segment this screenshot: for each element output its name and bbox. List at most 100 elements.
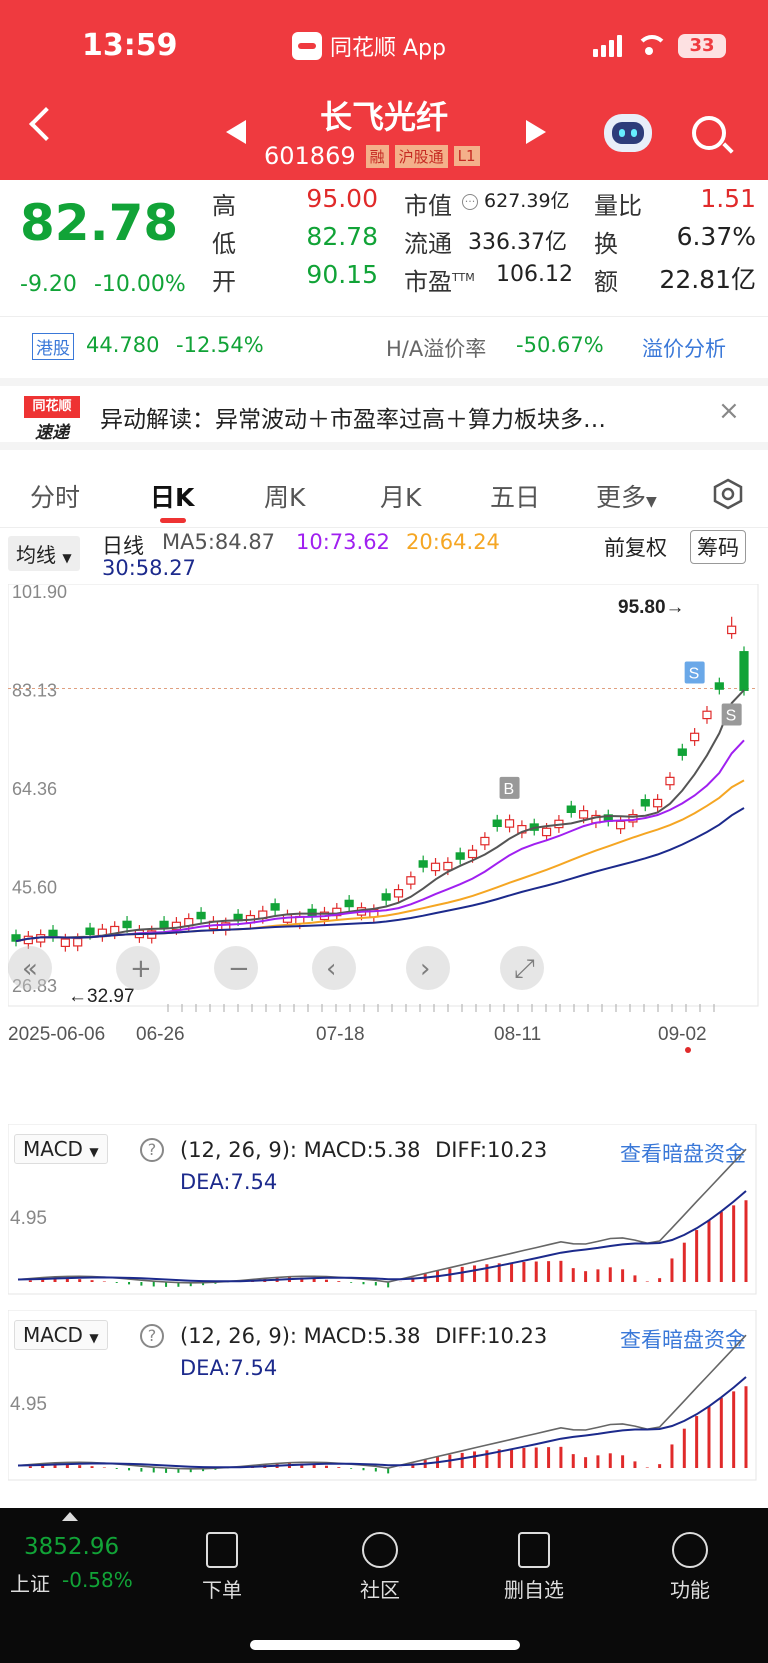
candle-body — [85, 927, 95, 936]
status-app-name: 同花顺 App — [292, 30, 446, 62]
ma-selector[interactable]: 均线 ▼ — [8, 536, 80, 571]
candle-body — [578, 810, 589, 819]
chevron-down-icon: ▼ — [89, 1331, 99, 1345]
macd-selector-2[interactable]: MACD ▼ — [14, 1320, 108, 1350]
stock-code-row: 601869 融 沪股通 L1 — [264, 142, 480, 170]
trade-marker-label: S — [689, 665, 700, 682]
search-icon[interactable] — [692, 116, 726, 150]
dark-pool-link-2[interactable]: 查看暗盘资金 — [620, 1328, 746, 1352]
candle-body — [270, 903, 280, 911]
candle-body — [677, 748, 687, 756]
x-tick-label: 2025-06-06 — [8, 1024, 105, 1045]
turnover-label: 换 — [594, 230, 618, 258]
tab-intraday[interactable]: 分时 — [30, 483, 81, 512]
nav-functions[interactable]: 功能 — [650, 1532, 730, 1603]
x-tick-label: 09-02 — [658, 1024, 707, 1045]
x-tick-label: 08-11 — [494, 1024, 541, 1045]
status-indicators: 33 — [593, 34, 726, 58]
scroll-right-icon-glyph: › — [420, 954, 430, 984]
ma5-line — [15, 689, 745, 943]
dea-line — [17, 1376, 747, 1469]
zoom-out-icon-glyph: − — [228, 954, 250, 984]
low-label: 低 — [212, 230, 236, 258]
tab-more[interactable]: 更多▼ — [596, 478, 657, 514]
float-label: 流通 — [404, 230, 452, 258]
ma10-line — [15, 739, 745, 943]
macd1-diff: DIFF:10.23 — [435, 1138, 548, 1162]
nav-community-label: 社区 — [360, 1578, 400, 1602]
zoom-in-icon[interactable] — [116, 946, 160, 990]
bottom-nav: 3852.96 上证 -0.58% 下单 社区 删自选 功能 — [0, 1508, 768, 1663]
nav-community[interactable]: 社区 — [340, 1532, 420, 1603]
next-stock-icon[interactable] — [526, 120, 546, 144]
close-icon[interactable]: × — [718, 396, 740, 426]
prev-stock-icon[interactable] — [226, 120, 246, 144]
candle-body — [307, 908, 317, 917]
hk-premium-row[interactable]: 港股 44.780 -12.54% H/A溢价率 -50.67% 溢价分析 — [0, 316, 768, 376]
macd-chart-1: 4.95 — [8, 1124, 757, 1295]
candle-body — [196, 911, 206, 920]
pe-sup: TTM — [452, 271, 475, 284]
stock-name: 长飞光纤 — [319, 98, 448, 136]
dark-pool-link-1[interactable]: 查看暗盘资金 — [620, 1142, 746, 1166]
candle-body — [60, 938, 70, 947]
help-icon[interactable]: ? — [140, 1138, 164, 1162]
chips-button[interactable]: 筹码 — [690, 530, 746, 564]
signal-icon — [593, 35, 622, 57]
last-price: 82.78 — [20, 194, 179, 252]
candle-body — [640, 799, 650, 807]
chart-frame — [8, 584, 759, 1007]
trade-marker-label: B — [504, 781, 515, 798]
hk-badge: 港股 — [32, 333, 74, 360]
settings-hexagon-icon[interactable] — [712, 478, 744, 510]
robot-assistant-icon[interactable] — [604, 114, 652, 152]
candle-body — [73, 937, 83, 947]
news-banner[interactable]: 同花顺 速递 异动解读：异常波动＋市盈率过高＋算力板块多… × — [0, 378, 768, 450]
candle-body — [122, 920, 132, 929]
active-tab-indicator — [160, 518, 186, 523]
tab-five-day[interactable]: 五日 — [490, 483, 541, 512]
scroll-left-icon[interactable] — [312, 946, 356, 990]
x-tick-label: 06-26 — [136, 1024, 185, 1045]
high-label: 高 — [212, 192, 236, 220]
tab-weekly-k[interactable]: 周K — [264, 483, 306, 512]
expand-up-icon[interactable] — [62, 1512, 78, 1521]
premium-value: -50.67% — [516, 333, 604, 357]
nav-remove-watchlist[interactable]: 删自选 — [494, 1532, 574, 1603]
premium-analysis-link[interactable]: 溢价分析 — [642, 337, 726, 361]
macd-chart-2: 4.95 — [8, 1310, 757, 1481]
macd2-params: (12, 26, 9): MACD:5.38 DIFF:10.23 — [180, 1324, 547, 1348]
fullscreen-icon-glyph: ⤢ — [514, 954, 535, 984]
trade-marker — [684, 661, 705, 684]
candle-body — [492, 819, 502, 828]
tab-monthly-k[interactable]: 月K — [380, 483, 422, 512]
scroll-right-icon[interactable] — [406, 946, 450, 990]
functions-icon — [672, 1532, 708, 1568]
home-indicator — [250, 1640, 520, 1650]
order-icon — [206, 1532, 238, 1568]
nav-order[interactable]: 下单 — [182, 1532, 262, 1603]
kline-chart[interactable]: 101.90 83.13 64.36 45.60 26.83 95.80→ ←32.97 S S… — [8, 584, 760, 1104]
scroll-first-icon[interactable] — [8, 946, 52, 990]
y-tick-label: 64.36 — [12, 779, 57, 799]
macd-selector-1[interactable]: MACD ▼ — [14, 1134, 108, 1164]
macd2-selector-label: MACD — [23, 1323, 83, 1347]
candle-body — [653, 798, 663, 808]
help-icon[interactable]: ? — [140, 1324, 164, 1348]
battery-icon: 33 — [678, 34, 726, 58]
candle-body — [739, 651, 749, 691]
app-name-text: 同花顺 App — [330, 36, 446, 61]
zoom-out-icon[interactable] — [214, 946, 258, 990]
adjust-mode[interactable]: 前复权 — [604, 536, 667, 560]
high-value: 95.00 — [306, 184, 378, 213]
amount-label: 额 — [594, 268, 618, 296]
candle-body — [443, 861, 453, 871]
tab-daily-k[interactable]: 日K — [150, 483, 195, 512]
news-logo: 同花顺 速递 — [24, 396, 80, 443]
tag-margin: 融 — [365, 144, 389, 168]
nav-remove-label: 删自选 — [504, 1578, 564, 1602]
period-tabs: 分时 日K 周K 月K 五日 更多▼ — [0, 460, 768, 528]
fullscreen-icon[interactable] — [500, 946, 544, 990]
mcap-value: ··· 627.39亿 — [462, 186, 570, 213]
index-value[interactable]: 3852.96 — [24, 1534, 120, 1560]
